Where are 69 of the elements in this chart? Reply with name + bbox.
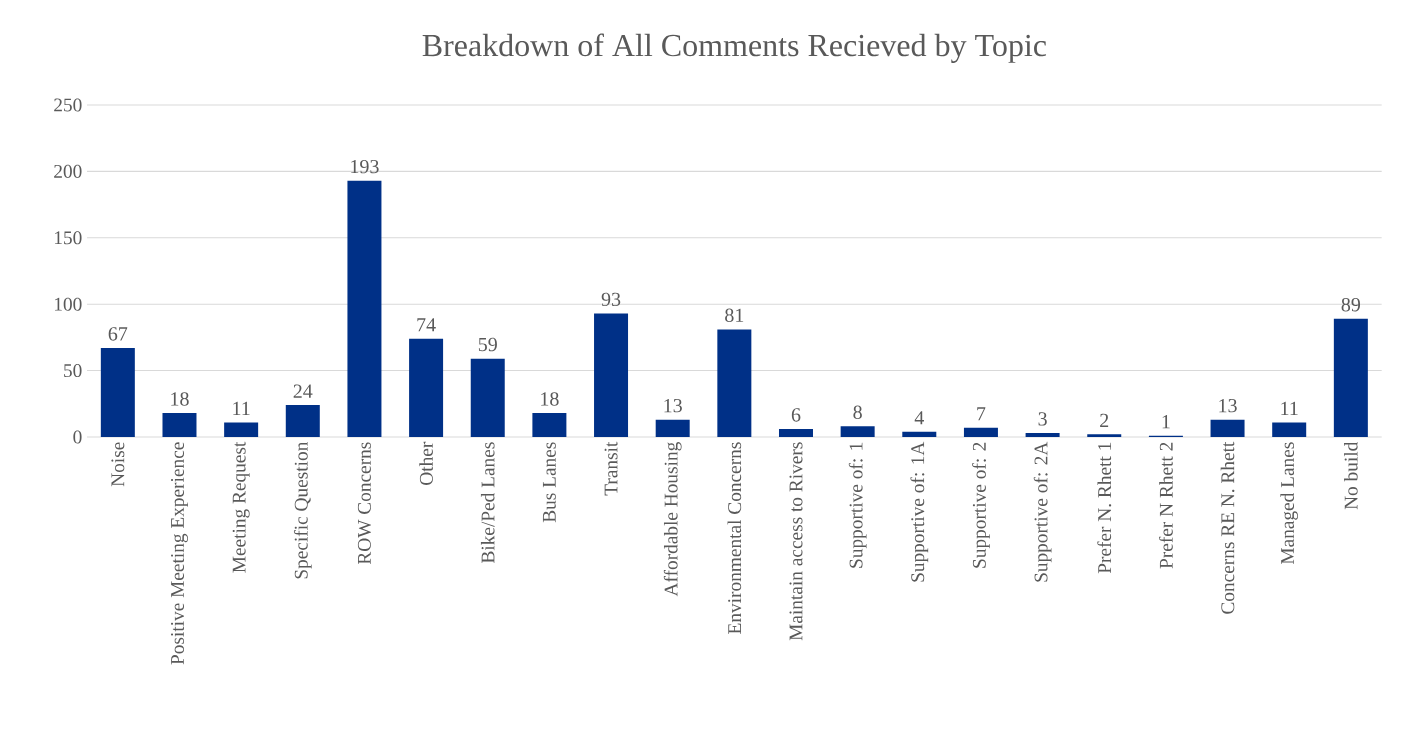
data-label: 81: [725, 308, 744, 323]
bar: [1087, 434, 1122, 437]
x-tick-label: Concerns RE N. Rhett: [1220, 441, 1235, 614]
x-tick-label: Supportive of: 1: [848, 442, 867, 568]
x-tick-label: Transit: [604, 441, 618, 496]
data-label: 11: [1281, 401, 1298, 415]
bar: [1210, 419, 1245, 437]
x-tick-label: Prefer N Rhett 2: [1159, 442, 1173, 569]
data-label: 13: [1219, 398, 1237, 413]
x-tick-label: Supportive of: 2A: [1033, 441, 1052, 582]
bar: [347, 180, 382, 437]
y-tick-label: 0: [73, 430, 82, 444]
bar: [224, 422, 259, 437]
x-tick-label: Prefer N. Rhett 1: [1097, 442, 1112, 574]
x-tick-label: Affordable Housing: [663, 442, 682, 597]
x-tick-label: No build: [1344, 441, 1358, 510]
y-tick-label: 100: [54, 297, 82, 311]
x-tick-label: Maintain access to Rivers: [789, 442, 803, 641]
data-label: 11: [233, 401, 250, 415]
data-label: 13: [664, 398, 682, 413]
bar: [840, 426, 875, 437]
bar: [717, 329, 752, 437]
data-label: 6: [791, 408, 801, 422]
bar: [1272, 422, 1307, 437]
bar: [409, 338, 444, 437]
data-label: 1: [1162, 415, 1170, 429]
x-tick-label: Bike/Ped Lanes: [480, 442, 495, 564]
data-label: 193: [351, 159, 379, 174]
x-tick-label: Meeting Request: [232, 441, 250, 573]
chart-title: Breakdown of All Comments Recieved by Topic: [422, 33, 1047, 63]
data-label: 2: [1100, 413, 1109, 427]
x-tick-label: Managed Lanes: [1280, 442, 1298, 565]
x-tick-label: Other: [419, 441, 433, 485]
x-tick-label: Specific Question: [293, 441, 312, 579]
x-tick-label: Supportive of: 1A: [910, 441, 929, 582]
data-label: 8: [853, 405, 862, 419]
bar: [778, 429, 813, 437]
y-tick-label: 150: [54, 231, 82, 245]
bar: [162, 413, 197, 437]
x-tick-label: Environmental Concerns: [727, 442, 742, 634]
x-tick-label: Bus Lanes: [542, 442, 556, 523]
bar: [902, 431, 937, 437]
y-tick-label: 200: [54, 164, 82, 178]
data-label: 7: [977, 407, 986, 421]
bar: [655, 419, 690, 437]
bar: [100, 348, 135, 437]
data-label: 67: [108, 327, 128, 341]
data-label: 18: [171, 392, 189, 406]
bar: [594, 313, 629, 437]
data-label: 3: [1038, 412, 1047, 426]
data-label: 18: [541, 392, 559, 406]
bar: [963, 427, 998, 437]
x-tick-label: Noise: [111, 442, 125, 487]
y-tick-label: 50: [64, 364, 82, 378]
data-label: 59: [478, 337, 497, 352]
data-label: 24: [293, 384, 313, 398]
data-label: 89: [1341, 297, 1361, 312]
x-tick-label: ROW Concerns: [357, 442, 371, 565]
data-label: 93: [601, 292, 621, 307]
bar: [470, 358, 505, 437]
x-tick-label: Positive Meeting Experience: [171, 442, 188, 665]
y-tick-label: 250: [54, 98, 82, 112]
bar: [1333, 318, 1368, 437]
data-label: 4: [914, 411, 924, 425]
bar: [285, 405, 320, 437]
bar: [1025, 433, 1060, 437]
data-label: 74: [417, 318, 436, 332]
x-tick-label: Supportive of: 2: [972, 442, 990, 568]
bar: [532, 413, 567, 437]
